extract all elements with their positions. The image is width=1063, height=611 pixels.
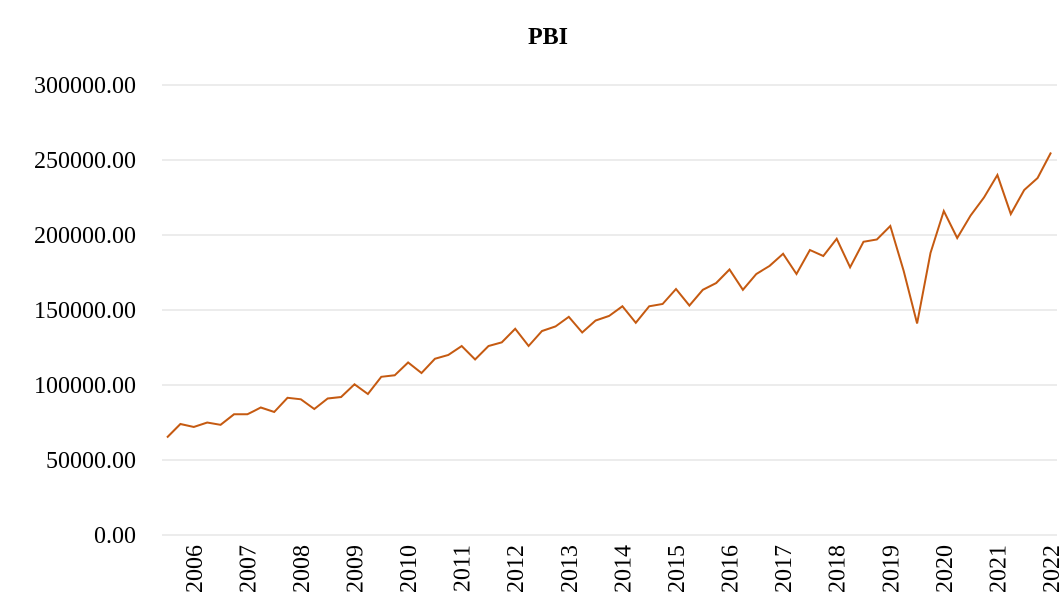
x-tick-label: 2015 [664,545,690,593]
x-tick-label: 2007 [235,545,261,593]
line-series [166,152,1052,439]
chart-title: PBI [528,24,568,50]
x-tick-label: 2022 [1039,545,1063,593]
y-tick-label: 250000.00 [34,148,136,174]
y-tick-label: 200000.00 [34,223,136,249]
y-tick-label: 100000.00 [34,373,136,399]
x-tick-label: 2013 [557,545,583,593]
x-tick-label: 2014 [610,545,636,593]
x-tick-label: 2010 [396,545,422,593]
y-tick-label: 300000.00 [34,73,136,99]
y-tick-label: 50000.00 [46,448,136,474]
x-tick-label: 2017 [771,545,797,593]
x-tick-label: 2008 [289,545,315,593]
x-tick-label: 2018 [825,545,851,593]
y-tick-label: 0.00 [94,523,136,549]
x-tick-label: 2011 [450,545,476,592]
x-tick-label: 2006 [182,545,208,593]
x-tick-label: 2009 [343,545,369,593]
x-tick-label: 2021 [985,545,1011,593]
x-tick-label: 2016 [718,545,744,593]
x-tick-label: 2020 [932,545,958,593]
x-tick-label: 2012 [503,545,529,593]
y-tick-label: 150000.00 [34,298,136,324]
x-tick-label: 2019 [878,545,904,593]
